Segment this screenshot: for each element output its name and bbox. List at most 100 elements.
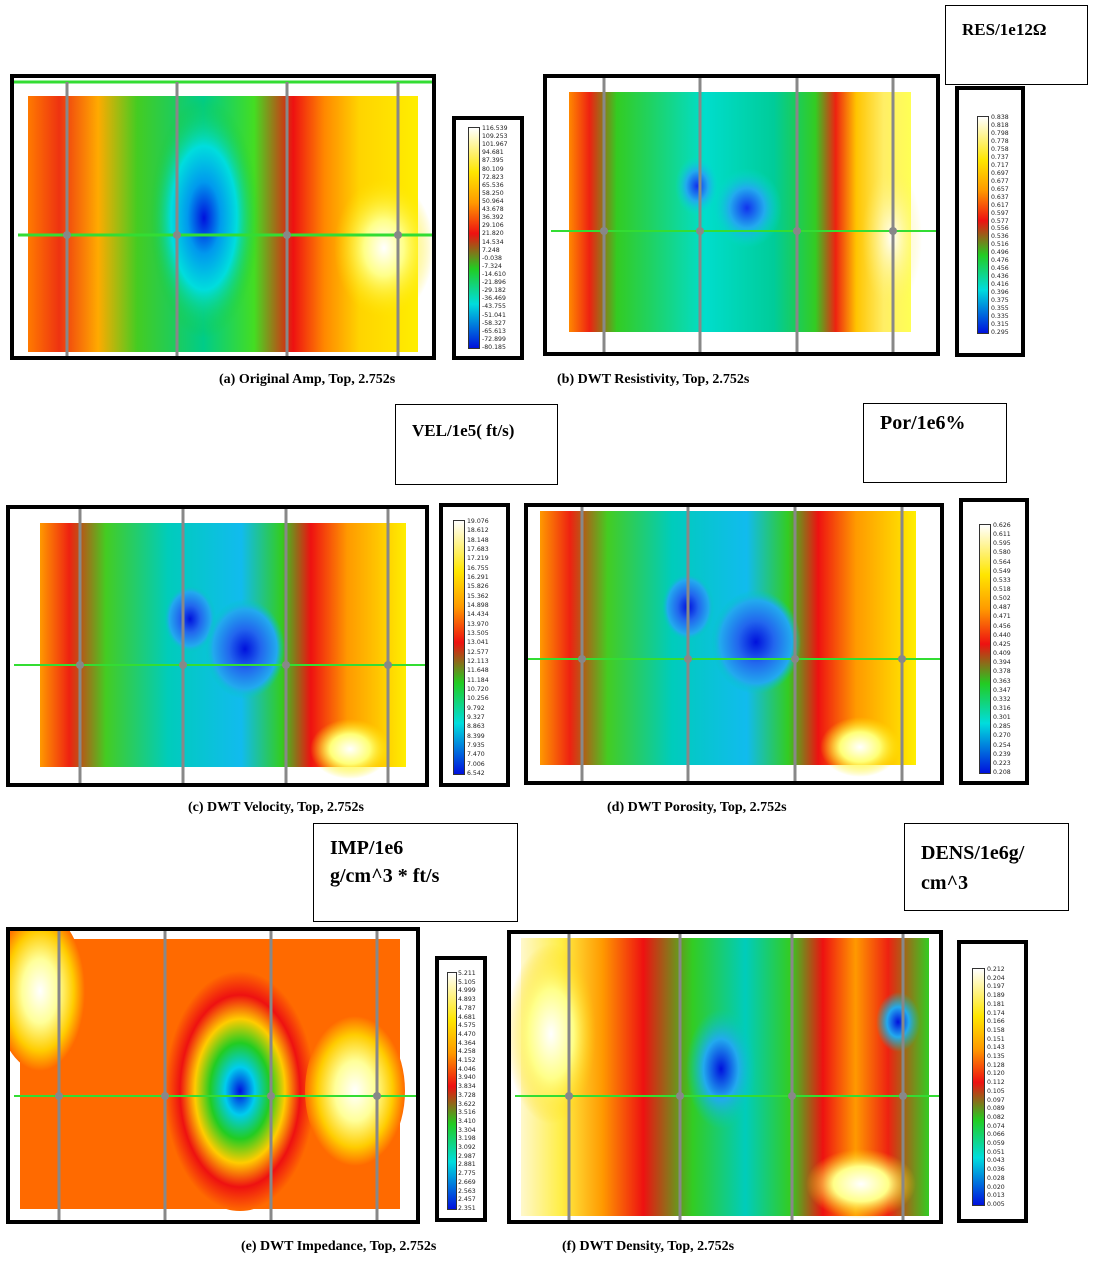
scale-tick-label: 0.051: [987, 1148, 1005, 1156]
caption-f: (f) DWT Density, Top, 2.752s: [562, 1239, 735, 1254]
scale-tick-label: -43.755: [482, 303, 506, 311]
color-bar: [447, 972, 457, 1210]
scale-tick-label: 2.881: [458, 1161, 476, 1169]
scale-tick-label: 0.105: [987, 1087, 1005, 1095]
scale-tick-label: 43.678: [482, 206, 504, 214]
unit-label-line2: g/cm^3 * ft/s: [330, 865, 440, 887]
scale-tick-label: 2.669: [458, 1178, 476, 1186]
scale-tick-label: 14.434: [467, 611, 489, 619]
scale-tick-label: 0.516: [991, 241, 1009, 249]
scale-tick-label: 21.820: [482, 230, 504, 238]
scale-tick-label: 0.212: [987, 966, 1005, 973]
scale-tick-label: 0.471: [993, 613, 1011, 621]
scale-tick-label: 8.863: [467, 723, 485, 731]
scale-tick-label: 12.577: [467, 648, 489, 656]
scale-tick-label: 3.198: [458, 1135, 476, 1143]
scale-tick-label: 0.456: [993, 622, 1011, 630]
scale-tick-label: 3.622: [458, 1100, 476, 1108]
color-bar: [972, 968, 985, 1206]
scale-tick-label: -80.185: [482, 344, 506, 351]
color-scale-density: 0.212 0.204 0.197 0.189 0.181 0.174 0.166 0.158…: [957, 940, 1028, 1223]
scale-tick-label: 0.440: [993, 631, 1011, 639]
scale-tick-label: 0.036: [987, 1166, 1005, 1174]
scale-tick-label: 0.020: [987, 1183, 1005, 1191]
scale-tick-label: 0.315: [991, 321, 1009, 329]
scale-tick-label: 109.253: [482, 133, 508, 141]
scale-tick-label: 0.549: [993, 567, 1011, 575]
scale-tick-label: -14.610: [482, 271, 506, 278]
caption-d: (d) DWT Porosity, Top, 2.752s: [607, 800, 787, 815]
scale-tick-label: 9.792: [467, 704, 485, 712]
scale-tick-label: 0.223: [993, 759, 1011, 767]
scale-tick-label: 0.409: [993, 650, 1011, 658]
scale-tick-label: 13.505: [467, 630, 489, 637]
scale-tick-label: 0.135: [987, 1053, 1005, 1061]
scale-tick-label: 0.143: [987, 1044, 1005, 1052]
scale-ticks: 0.838 0.818 0.798 0.778 0.758 0.737 0.717 0.697…: [991, 114, 1025, 337]
scale-tick-label: 0.577: [991, 217, 1009, 225]
resistivity-map: [551, 78, 936, 352]
scale-tick-label: 0.189: [987, 992, 1005, 1000]
amp-map: [14, 80, 432, 356]
scale-tick-label: 0.617: [991, 201, 1009, 209]
scale-tick-label: 101.967: [482, 141, 508, 149]
scale-tick-label: 3.304: [458, 1126, 476, 1134]
scale-ticks: 5.211 5.105 4.999 4.893 4.787 4.681 4.575 4.470…: [458, 970, 486, 1213]
scale-tick-label: 8.399: [467, 732, 485, 740]
scale-tick-label: 3.410: [458, 1117, 476, 1125]
scale-tick-label: -7.324: [482, 262, 502, 270]
scale-tick-label: 0.181: [987, 1000, 1005, 1008]
scale-tick-label: -65.613: [482, 327, 506, 335]
unit-label-line1: DENS/1e6g/: [921, 842, 1025, 864]
scale-tick-label: 0.316: [993, 704, 1011, 712]
caption-a: (a) Original Amp, Top, 2.752s: [219, 372, 396, 387]
scale-tick-label: 3.728: [458, 1091, 476, 1099]
scale-tick-label: 0.717: [991, 161, 1009, 169]
scale-tick-label: 0.396: [991, 289, 1009, 297]
scale-tick-label: 10.256: [467, 695, 489, 703]
scale-tick-label: 10.720: [467, 686, 489, 693]
scale-tick-label: 65.536: [482, 181, 504, 189]
scale-tick-label: 0.204: [987, 974, 1005, 982]
scale-tick-label: 0.518: [993, 586, 1011, 594]
density-map: [511, 934, 939, 1220]
scale-tick-label: 0.536: [991, 233, 1009, 241]
scale-tick-label: 4.893: [458, 996, 476, 1004]
color-scale-impedance: 5.211 5.105 4.999 4.893 4.787 4.681 4.575 4.470…: [435, 956, 487, 1222]
scale-tick-label: 0.120: [987, 1070, 1005, 1078]
scale-tick-label: 0.285: [993, 723, 1011, 731]
scale-tick-label: 50.964: [482, 198, 504, 205]
scale-tick-label: 3.092: [458, 1144, 476, 1152]
scale-tick-label: 14.898: [467, 602, 489, 609]
color-scale-resistivity: 0.838 0.818 0.798 0.778 0.758 0.737 0.717 0.697…: [955, 86, 1025, 357]
scale-tick-label: 13.970: [467, 620, 489, 628]
scale-tick-label: 5.211: [458, 970, 476, 977]
map-panel-density: [507, 930, 943, 1224]
scale-tick-label: 0.677: [991, 177, 1009, 185]
map-panel-impedance: [6, 927, 420, 1224]
scale-tick-label: 0.556: [991, 225, 1009, 233]
scale-tick-label: 0.208: [993, 769, 1011, 776]
scale-tick-label: 29.106: [482, 222, 504, 230]
scale-tick-label: 0.332: [993, 695, 1011, 703]
scale-tick-label: 7.470: [467, 751, 485, 759]
scale-tick-label: 4.575: [458, 1022, 476, 1030]
unit-label: RES/1e12Ω: [962, 20, 1047, 39]
color-bar: [468, 127, 480, 349]
caption-c: (c) DWT Velocity, Top, 2.752s: [188, 800, 364, 815]
scale-tick-label: 0.363: [993, 677, 1011, 685]
scale-tick-label: 0.626: [993, 522, 1011, 529]
scale-tick-label: 0.416: [991, 281, 1009, 289]
scale-tick-label: 3.516: [458, 1109, 476, 1117]
scale-tick-label: 0.059: [987, 1140, 1005, 1148]
scale-tick-label: 2.563: [458, 1187, 476, 1195]
scale-tick-label: 0.295: [991, 329, 1009, 336]
scale-tick-label: -36.469: [482, 295, 506, 303]
scale-tick-label: 0.818: [991, 121, 1009, 129]
caption-e: (e) DWT Impedance, Top, 2.752s: [241, 1239, 437, 1254]
scale-tick-label: 87.395: [482, 157, 504, 165]
scale-tick-label: 15.362: [467, 592, 489, 600]
scale-tick-label: 0.697: [991, 169, 1009, 177]
scale-tick-label: 2.987: [458, 1152, 476, 1160]
scale-tick-label: 0.657: [991, 185, 1009, 193]
